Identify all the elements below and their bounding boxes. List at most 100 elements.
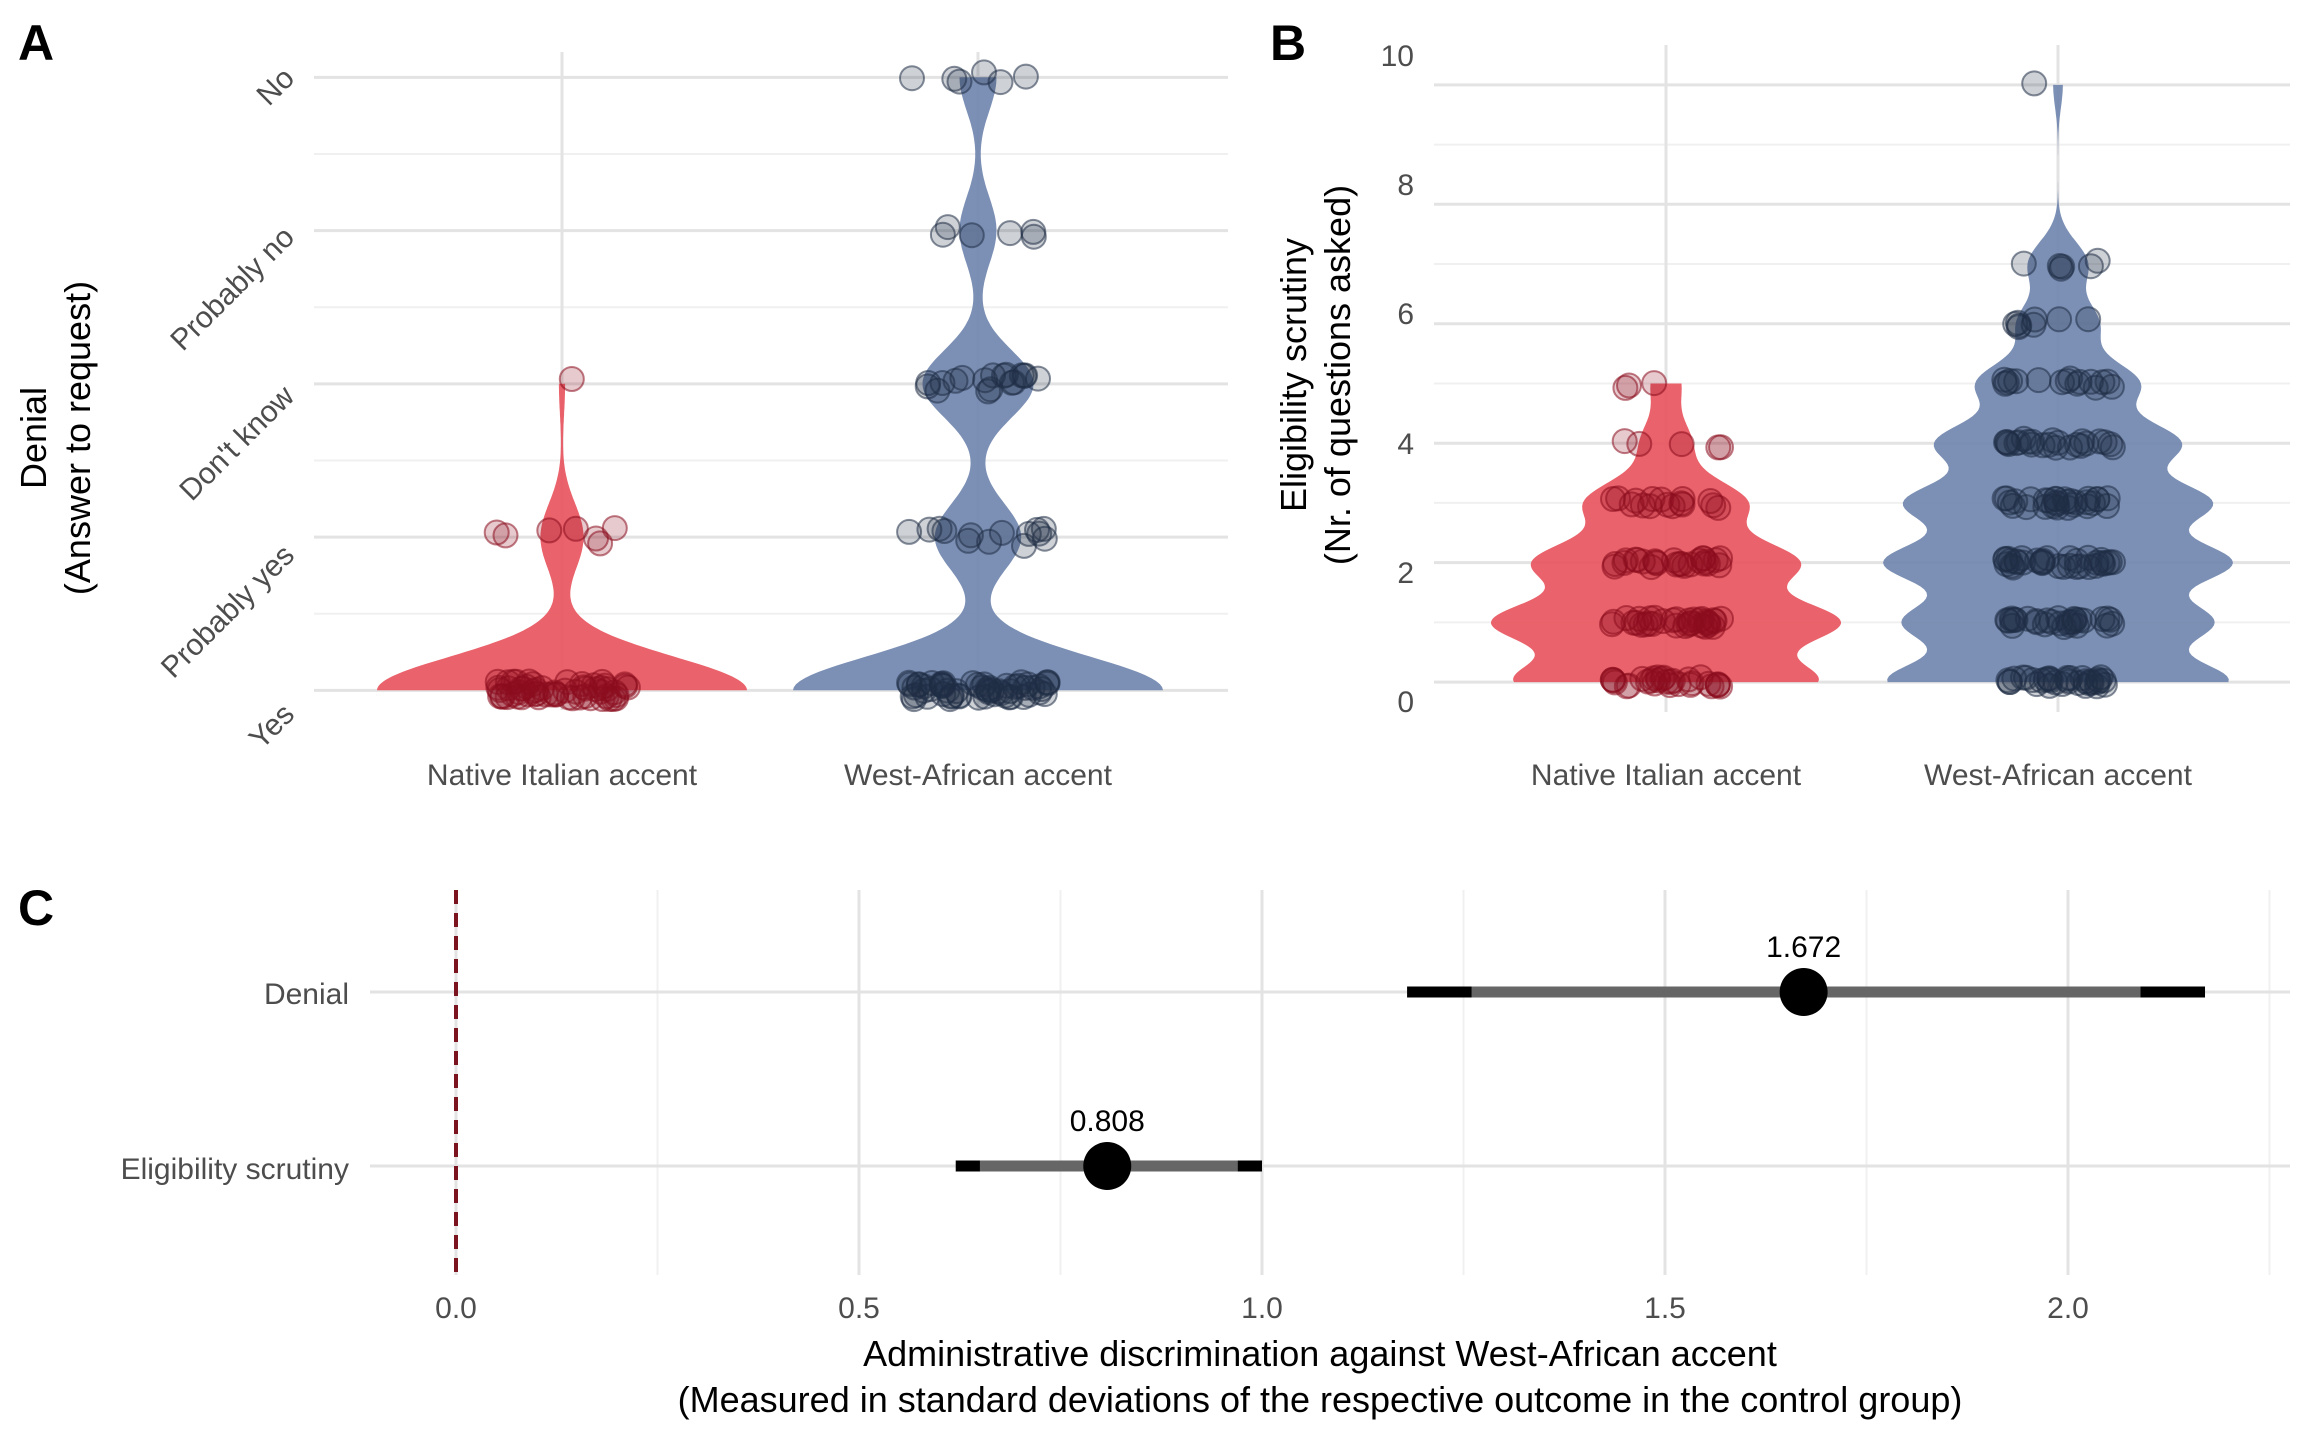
data-point [1599, 666, 1626, 693]
data-point [2098, 373, 2125, 400]
data-point [562, 678, 589, 705]
data-point [905, 671, 932, 698]
estimate-point [1779, 968, 1828, 1016]
panel-a-points [483, 59, 1061, 713]
data-point [899, 65, 925, 92]
panel-b-violins [1491, 84, 2233, 683]
data-point [924, 377, 951, 404]
data-point [988, 519, 1015, 546]
data-point [2045, 429, 2072, 456]
data-point [918, 670, 945, 696]
panel-b: B 0 2 4 6 8 10 Native Italian accent Wes… [1270, 15, 2290, 792]
panel-a-y-ticks: Yes Probably yes Don't know Probably no … [155, 62, 301, 756]
data-point [896, 518, 923, 545]
data-point [1994, 607, 2021, 634]
data-point [2099, 434, 2126, 461]
data-point [955, 527, 982, 554]
data-point [542, 681, 569, 708]
data-point [1697, 488, 1724, 514]
data-point [1012, 63, 1039, 90]
panel-a-ytick-yes: Yes [243, 698, 301, 756]
panel-b-ytick-4: 4 [1397, 428, 1414, 461]
data-point [2062, 489, 2089, 516]
panel-b-xtick-native: Native Italian accent [1531, 759, 1802, 792]
data-point [934, 214, 961, 241]
panel-b-y-title: Eligibility scrutiny (Nr. of questions a… [1273, 185, 1358, 565]
data-point [558, 366, 585, 392]
data-point [2077, 253, 2104, 280]
data-point [1026, 520, 1053, 547]
data-point [997, 220, 1023, 247]
panel-a-ytick-probably-no: Probably no [164, 221, 301, 358]
estimate-label: 1.672 [1766, 931, 1841, 964]
panel-c-xtick-0: 0.0 [435, 1292, 477, 1325]
data-point [1675, 611, 1702, 638]
data-point [1992, 545, 2019, 572]
data-point [2094, 485, 2121, 512]
data-point [2063, 612, 2090, 639]
data-point [1654, 491, 1681, 518]
violin-native [1491, 383, 1841, 683]
data-point [570, 674, 597, 701]
panel-b-ytick-6: 6 [1397, 298, 1414, 331]
violin-west [1883, 84, 2233, 683]
data-point [931, 518, 958, 544]
data-point [1702, 547, 1729, 574]
data-point [1668, 490, 1695, 517]
panel-a-ytick-probably-yes: Probably yes [155, 539, 301, 685]
panel-a-letter: A [18, 15, 54, 71]
data-point [976, 528, 1003, 555]
panel-b-points [1599, 70, 2126, 700]
panel-b-ytick-2: 2 [1397, 557, 1414, 590]
panel-c-grid [370, 890, 2290, 1275]
data-point [946, 68, 973, 95]
data-point [2046, 306, 2073, 333]
data-point [1616, 372, 1642, 399]
data-point [2031, 611, 2058, 638]
data-point [2082, 552, 2109, 579]
panel-a-grid [314, 52, 1228, 710]
data-point [1012, 362, 1039, 389]
estimate-label: 0.808 [1070, 1105, 1145, 1138]
data-point [1615, 672, 1642, 699]
data-point [2084, 486, 2111, 513]
panel-a-xtick-native: Native Italian accent [427, 759, 698, 792]
data-point [504, 683, 531, 710]
panel-c-ytick-denial: Denial [264, 978, 349, 1011]
panel-c-ytick-eligibility: Eligibility scrutiny [121, 1153, 349, 1186]
panel-b-y-title-line2: (Nr. of questions asked) [1317, 185, 1358, 565]
data-point [2029, 549, 2056, 576]
data-point [1705, 434, 1732, 461]
data-point [1689, 545, 1716, 572]
panel-a-ytick-dont-know: Don't know [173, 379, 301, 507]
data-point [2049, 253, 2076, 280]
panel-c-x-ticks: 0.0 0.5 1.0 1.5 2.0 [435, 1292, 2089, 1325]
data-point [937, 686, 963, 713]
panel-c: 1.672 0.808 C Denial Eligibility scrutiny… [18, 880, 2290, 1420]
violin-native [377, 383, 747, 691]
panel-c-xtick-2-0: 2.0 [2047, 1292, 2089, 1325]
data-point [2075, 306, 2102, 333]
data-point [2002, 488, 2029, 515]
data-point [1668, 431, 1695, 458]
data-point [1660, 607, 1687, 634]
data-point [2091, 671, 2118, 698]
panel-a-y-title: Denial (Answer to request) [13, 281, 98, 595]
data-point [987, 69, 1014, 96]
data-point [1622, 487, 1649, 514]
panel-a: A Yes Probably yes Don't know Probably n… [13, 15, 1228, 792]
data-point [993, 672, 1020, 699]
data-point [1669, 491, 1696, 518]
panel-c-letter: C [18, 880, 54, 936]
panel-a-xtick-west: West-African accent [844, 759, 1113, 792]
data-point [1640, 665, 1667, 692]
data-point [2083, 673, 2110, 700]
data-point [1641, 370, 1668, 397]
data-point [901, 686, 927, 713]
data-point [1996, 669, 2023, 695]
data-point [1632, 611, 1659, 638]
panel-b-ytick-8: 8 [1397, 169, 1414, 202]
panel-c-x-title-line1: Administrative discrimination against We… [863, 1333, 1777, 1374]
panel-c-xtick-0-5: 0.5 [838, 1292, 880, 1325]
data-point [2021, 70, 2048, 97]
